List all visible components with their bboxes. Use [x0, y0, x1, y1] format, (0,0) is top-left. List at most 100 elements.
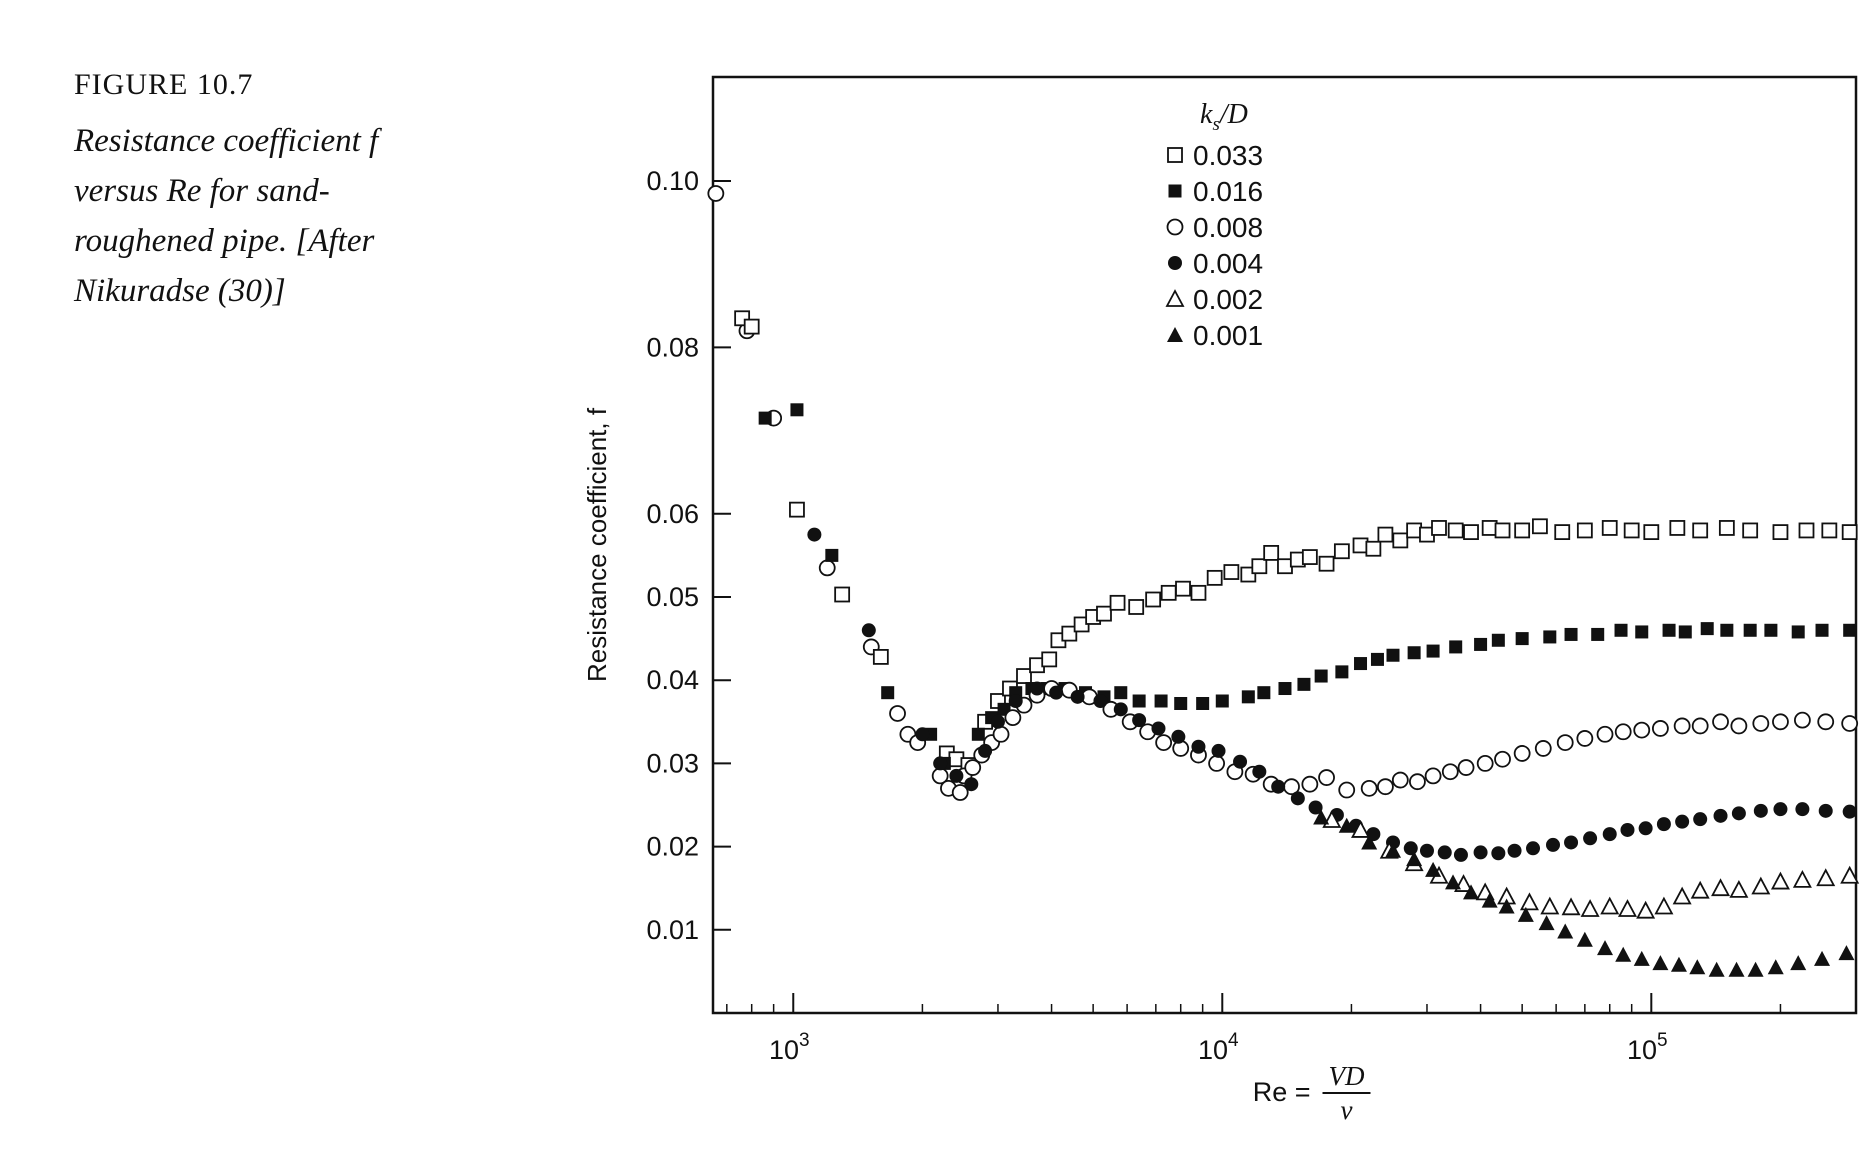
legend-title-rest: /D — [1218, 99, 1248, 130]
data-point — [1767, 959, 1784, 975]
data-point — [1386, 648, 1400, 662]
data-point — [964, 759, 982, 776]
data-point — [1431, 520, 1447, 536]
data-point — [1407, 646, 1421, 660]
data-point — [1691, 717, 1709, 735]
data-point — [1498, 898, 1515, 914]
legend-marker — [1167, 327, 1183, 342]
data-point — [1821, 522, 1838, 539]
data-point — [1190, 584, 1207, 601]
data-point — [1049, 685, 1064, 700]
data-point — [1692, 522, 1709, 539]
data-point — [990, 714, 1005, 729]
figure-caption: FIGURE 10.7 Resistance coefficient f ver… — [74, 68, 454, 316]
data-point — [1602, 827, 1617, 842]
data-point — [1700, 622, 1714, 636]
data-point — [1252, 764, 1267, 779]
data-point — [1494, 750, 1511, 768]
data-point — [1840, 865, 1860, 884]
series-1 — [758, 403, 1857, 783]
data-point — [1673, 717, 1691, 735]
data-point — [1096, 605, 1112, 622]
data-point — [1385, 842, 1402, 858]
data-point — [1601, 520, 1618, 536]
data-point — [1155, 734, 1173, 751]
data-point — [1174, 696, 1188, 710]
data-point — [1730, 717, 1748, 735]
data-point — [1445, 874, 1462, 890]
data-point — [1752, 715, 1770, 732]
data-point — [1635, 625, 1649, 639]
data-point — [807, 527, 822, 542]
data-point — [1633, 950, 1650, 966]
data-point — [1481, 520, 1498, 536]
data-point — [1576, 931, 1593, 947]
data-point — [1576, 522, 1593, 539]
data-point — [1816, 868, 1836, 887]
x-axis-label-denominator: ν — [1341, 1095, 1353, 1125]
data-point — [1795, 802, 1810, 817]
data-point — [1361, 834, 1378, 850]
data-point — [1457, 759, 1475, 776]
data-point — [1672, 886, 1692, 905]
data-point — [1352, 537, 1369, 554]
data-point — [1211, 743, 1226, 758]
y-tick-label: 0.06 — [646, 499, 699, 529]
data-point — [1070, 689, 1085, 704]
data-point — [1233, 754, 1248, 769]
data-point — [1773, 802, 1788, 817]
data-point — [1693, 812, 1708, 827]
data-point — [1171, 729, 1186, 744]
data-point — [1109, 594, 1126, 611]
data-point — [1614, 723, 1632, 741]
data-point — [1318, 769, 1335, 786]
y-tick-label: 0.02 — [646, 832, 699, 862]
y-tick-label: 0.03 — [646, 748, 699, 778]
data-point — [1729, 879, 1749, 898]
data-point — [1208, 755, 1226, 772]
data-point — [1513, 745, 1531, 762]
data-point — [1656, 817, 1671, 832]
data-point — [1591, 627, 1605, 641]
data-point — [1620, 822, 1635, 837]
data-point — [1519, 892, 1539, 911]
x-axis-label-numerator: VD — [1329, 1061, 1365, 1091]
data-point — [1425, 861, 1442, 877]
data-point — [1278, 682, 1292, 696]
data-point — [1437, 845, 1452, 860]
data-point — [1654, 896, 1674, 915]
data-point — [1481, 892, 1498, 908]
laminar-points — [707, 185, 969, 801]
data-point — [1651, 720, 1669, 737]
data-point — [1424, 767, 1442, 785]
data-point — [1491, 633, 1505, 647]
data-point — [1314, 669, 1328, 683]
data-point — [1669, 520, 1686, 536]
data-point — [1689, 959, 1706, 975]
data-point — [1841, 715, 1859, 732]
legend-marker — [1167, 147, 1183, 163]
data-point — [1838, 945, 1855, 961]
data-point — [1308, 800, 1323, 815]
data-point — [1223, 564, 1240, 580]
data-point — [1596, 725, 1614, 743]
axes: 0.01 0.02 0.03 0.04 0.05 0.06 0.08 0.10 103 104 10… — [582, 75, 1858, 1125]
data-point — [1251, 558, 1268, 575]
data-point — [1842, 804, 1857, 819]
data-point — [1790, 955, 1807, 971]
data-point — [1494, 522, 1511, 539]
data-point — [1297, 677, 1311, 691]
data-point — [1615, 946, 1632, 962]
data-point — [1473, 845, 1488, 860]
laminar-point — [889, 705, 906, 722]
data-point — [1318, 555, 1335, 572]
data-point — [1600, 896, 1620, 915]
series-4 — [1322, 810, 1860, 919]
data-point — [1793, 711, 1811, 729]
data-point — [1554, 524, 1571, 541]
y-tick-label: 0.05 — [646, 582, 699, 612]
data-point — [1151, 721, 1166, 736]
data-point — [1301, 549, 1318, 565]
data-point — [1016, 668, 1032, 684]
data-point — [758, 411, 772, 425]
